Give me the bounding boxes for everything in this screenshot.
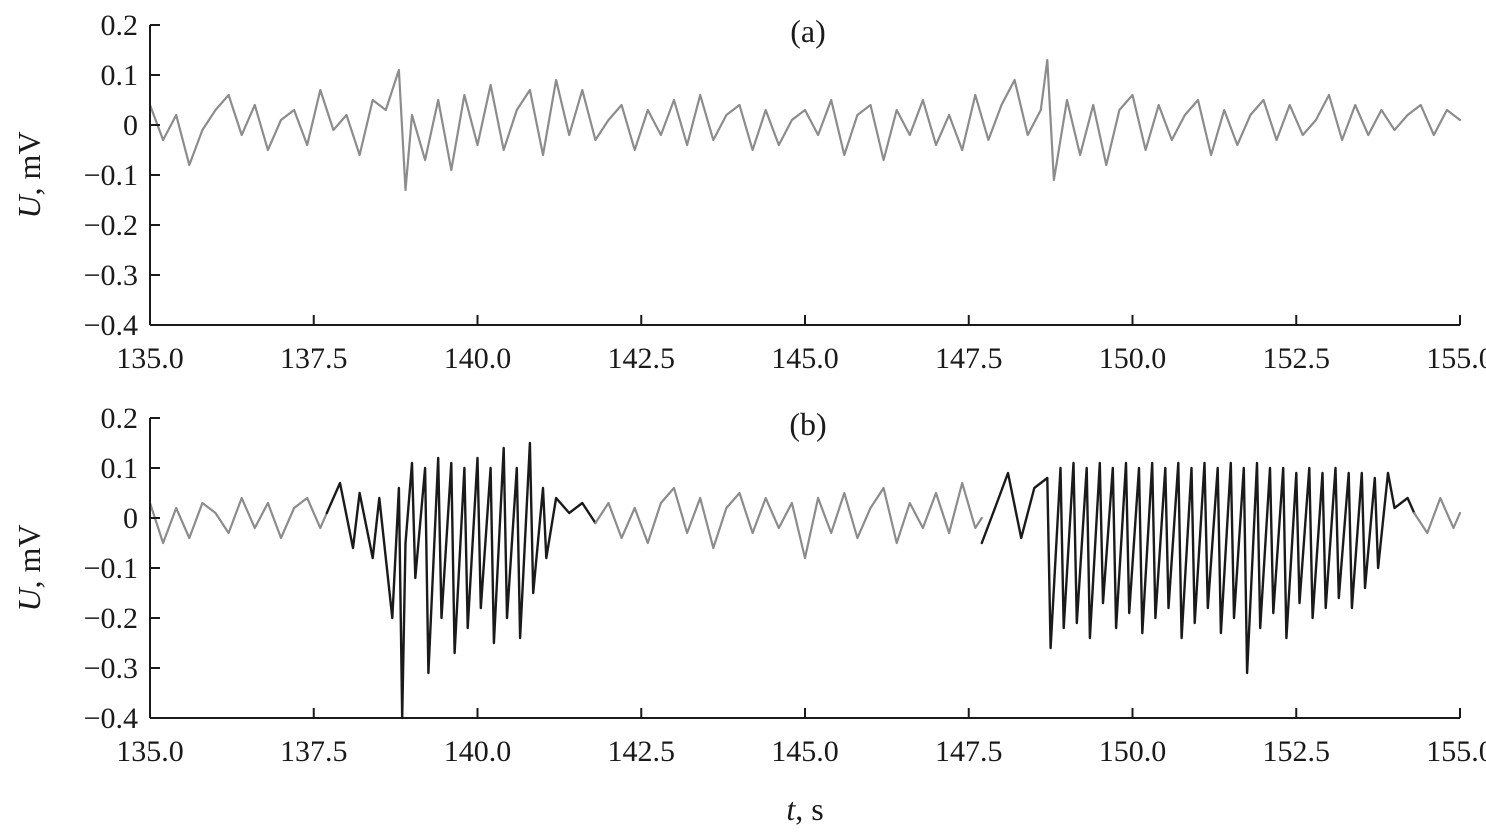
x-tick-label: 137.5 <box>280 342 348 375</box>
x-tick-label: 137.5 <box>280 735 348 768</box>
x-axis-label-var: t <box>786 791 796 827</box>
series-burst-1 <box>325 441 597 720</box>
x-tick-label: 140.0 <box>444 735 512 768</box>
series-baseline-4 <box>1413 496 1462 535</box>
series-baseline-2 <box>594 481 983 560</box>
x-tick-label: 147.5 <box>935 342 1003 375</box>
x-tick-label: 150.0 <box>1099 342 1167 375</box>
series-burst-3 <box>980 461 1416 675</box>
y-tick-label: −0.4 <box>84 702 138 735</box>
y-tick-label: 0.2 <box>101 402 139 435</box>
x-tick-label: 155.0 <box>1426 735 1486 768</box>
y-tick-label: 0.1 <box>101 59 139 92</box>
y-tick-label: −0.2 <box>84 209 138 242</box>
x-tick-label: 150.0 <box>1099 735 1167 768</box>
y-tick-label: −0.3 <box>84 652 138 685</box>
x-tick-label: 140.0 <box>444 342 512 375</box>
x-axis-label-unit: , s <box>795 791 823 827</box>
x-tick-label: 142.5 <box>608 342 676 375</box>
x-axis-label: t, s <box>786 791 823 827</box>
y-axis-label-unit: , mV <box>11 524 47 588</box>
y-axis-label: U, mV <box>11 131 47 218</box>
x-tick-label: 145.0 <box>771 735 839 768</box>
panel-label: (b) <box>789 406 826 442</box>
y-tick-label: 0.2 <box>101 9 139 42</box>
y-tick-label: 0 <box>123 502 138 535</box>
x-tick-label: 152.5 <box>1263 342 1331 375</box>
y-tick-label: −0.1 <box>84 159 138 192</box>
x-tick-label: 142.5 <box>608 735 676 768</box>
y-tick-label: −0.4 <box>84 309 138 342</box>
x-tick-label: 147.5 <box>935 735 1003 768</box>
y-tick-label: −0.2 <box>84 602 138 635</box>
y-tick-label: −0.1 <box>84 552 138 585</box>
x-tick-label: 155.0 <box>1426 342 1486 375</box>
y-tick-label: 0.1 <box>101 452 139 485</box>
y-tick-label: −0.3 <box>84 259 138 292</box>
panel-label: (a) <box>790 13 826 49</box>
y-axis-label-unit: , mV <box>11 131 47 195</box>
y-tick-label: 0 <box>123 109 138 142</box>
y-axis-label: U, mV <box>11 524 47 611</box>
series-baseline-0 <box>148 496 328 545</box>
series-baseline-0 <box>148 58 1462 192</box>
y-axis-label-var: U <box>11 194 47 219</box>
y-axis-label-var: U <box>11 587 47 612</box>
x-tick-label: 135.0 <box>116 342 184 375</box>
x-tick-label: 135.0 <box>116 735 184 768</box>
x-tick-label: 145.0 <box>771 342 839 375</box>
x-tick-label: 152.5 <box>1263 735 1331 768</box>
